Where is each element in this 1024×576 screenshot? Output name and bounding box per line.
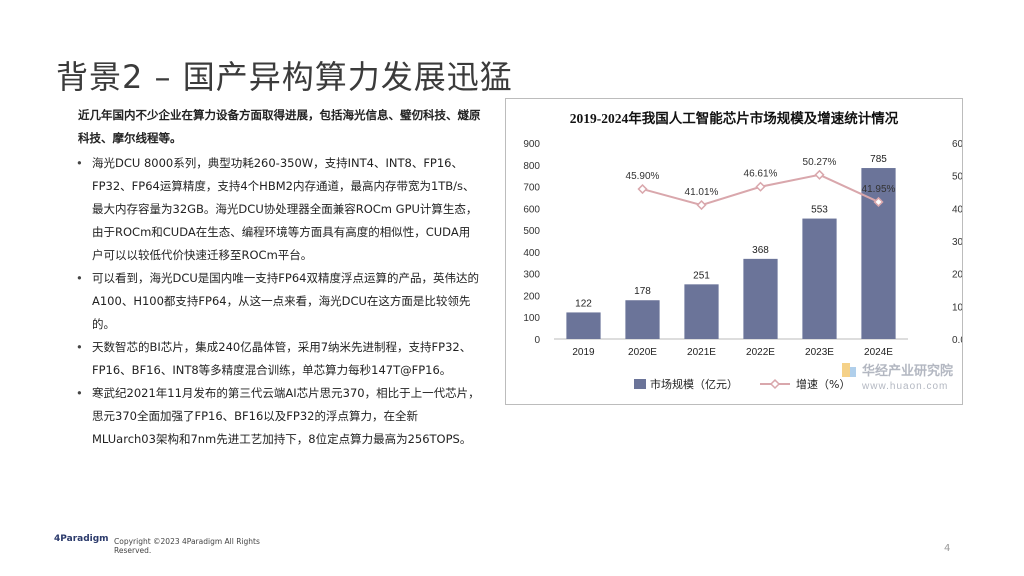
y-left-tick-label: 600 — [523, 204, 540, 215]
growth-point — [873, 196, 884, 208]
watermark-url: www.huaon.com — [861, 381, 948, 392]
watermark-logo-shape — [842, 363, 850, 377]
y-right-tick-label: 50.00% — [952, 172, 962, 183]
growth-point — [637, 183, 648, 195]
y-right-tick-label: 0.00% — [952, 335, 962, 346]
bar-value-label: 251 — [693, 270, 710, 281]
growth-value-label: 45.90% — [626, 171, 660, 182]
y-left-tick-label: 300 — [523, 270, 540, 281]
bar-value-label: 122 — [575, 298, 592, 309]
x-tick-label: 2019 — [572, 347, 595, 358]
logo-text: 4Paradigm — [54, 534, 109, 544]
watermark-logo-shape — [850, 367, 856, 377]
bullet-item: 可以看到，海光DCU是国内唯一支持FP64双精度浮点运算的产品，英伟达的A100… — [76, 267, 481, 336]
growth-value-label: 41.01% — [685, 187, 719, 198]
chart-title: 2019-2024年我国人工智能芯片市场规模及增速统计情况 — [570, 110, 899, 126]
y-right-tick-label: 10.00% — [952, 302, 962, 313]
legend-bar-label: 市场规模（亿元） — [650, 377, 738, 391]
bar-value-label: 178 — [634, 286, 651, 297]
bar-value-label: 368 — [752, 245, 769, 256]
watermark-name: 华经产业研究院 — [862, 363, 953, 379]
intro-text: 近几年国内不少企业在算力设备方面取得进展，包括海光信息、璧仞科技、燧原科技、摩尔… — [78, 108, 481, 145]
bar-value-label: 553 — [811, 205, 828, 216]
chart-panel: 2019-2024年我国人工智能芯片市场规模及增速统计情况 0 100 200 300… — [505, 98, 963, 405]
x-tick-label: 2023E — [805, 347, 834, 358]
bar — [743, 258, 778, 339]
bar — [566, 312, 601, 339]
y-left-tick-label: 500 — [523, 226, 540, 237]
growth-value-label: 50.27% — [803, 157, 837, 168]
growth-point — [814, 169, 825, 180]
page-number: 4 — [944, 543, 951, 554]
text-content: 近几年国内不少企业在算力设备方面取得进展，包括海光信息、璧仞科技、燧原科技、摩尔… — [76, 104, 481, 451]
company-logo: 4Paradigm — [54, 534, 109, 544]
y-right-tick-label: 60.00% — [952, 139, 962, 150]
x-tick-label: 2024E — [864, 347, 893, 358]
y-left-tick-label: 400 — [523, 248, 540, 259]
legend-line-label: 增速（%） — [796, 377, 850, 391]
bar-value-label: 785 — [870, 154, 887, 165]
bullet-item: 寒武纪2021年11月发布的第三代云端AI芯片思元370，相比于上一代芯片，思元… — [76, 382, 481, 451]
y-left-tick-label: 0 — [534, 335, 540, 346]
bullet-item: 天数智芯的BI芯片，集成240亿晶体管，采用7纳米先进制程，支持FP32、FP1… — [76, 336, 481, 382]
bullet-list: 海光DCU 8000系列，典型功耗260-350W，支持INT4、INT8、FP… — [76, 152, 481, 451]
y-right-tick-label: 20.00% — [952, 270, 962, 281]
y-right-tick-label: 40.00% — [952, 204, 962, 215]
y-right-tick-label: 30.00% — [952, 237, 962, 248]
growth-value-label: 46.61% — [744, 169, 778, 180]
bar — [625, 300, 660, 339]
y-left-tick-label: 700 — [523, 183, 540, 194]
bullet-item: 海光DCU 8000系列，典型功耗260-350W，支持INT4、INT8、FP… — [76, 152, 481, 267]
y-left-tick-label: 800 — [523, 161, 540, 172]
growth-point — [755, 181, 766, 192]
y-left-tick-label: 100 — [523, 313, 540, 324]
legend-bar-swatch — [634, 379, 646, 389]
y-left-tick-label: 900 — [523, 139, 540, 150]
growth-value-label: 41.95% — [862, 184, 896, 195]
x-tick-label: 2022E — [746, 347, 775, 358]
copyright-text: Copyright ©2023 4Paradigm All Rights Res… — [114, 537, 260, 555]
bar — [684, 284, 719, 339]
x-tick-label: 2021E — [687, 347, 716, 358]
bar — [802, 218, 837, 339]
x-tick-label: 2020E — [628, 347, 657, 358]
legend-line-marker — [769, 378, 781, 390]
growth-point — [696, 199, 707, 211]
y-left-tick-label: 200 — [523, 291, 540, 302]
market-chart: 2019-2024年我国人工智能芯片市场规模及增速统计情况 0 100 200 300… — [523, 110, 962, 392]
page-title: 背景2 – 国产异构算力发展迅猛 — [56, 58, 513, 96]
